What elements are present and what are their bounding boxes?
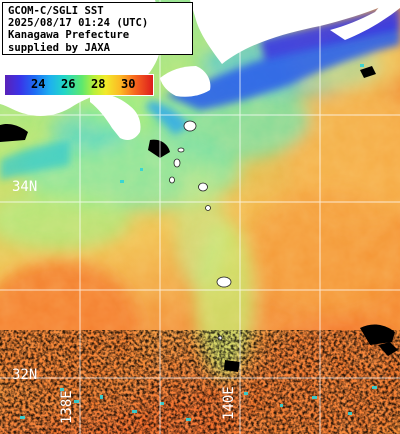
island-toshima [177,147,185,153]
island-oshima [183,120,197,132]
land-honshu-east [190,0,400,64]
lat-label-34n: 34N [12,179,38,195]
island-mikurajima [205,205,211,211]
legend-tick-24: 24 [31,77,46,91]
land-boso-peninsula [330,0,400,40]
island-hachijojima [216,276,232,288]
caption-credit: supplied by JAXA [8,41,111,54]
island-miyakejima [198,182,208,192]
speckled-cloud-south [0,330,400,434]
caption-timestamp: 2025/08/17 01:24 (UTC) [8,17,149,30]
legend-tick-30: 30 [121,77,136,91]
lat-label-32n: 32N [12,367,38,383]
image-caption: GCOM-C/SGLI SST 2025/08/17 01:24 (UTC) K… [2,2,193,55]
island-niijima [173,158,181,168]
caption-sensor: GCOM-C/SGLI SST [8,5,104,17]
caption-region: Kanagawa Prefecture [8,29,130,42]
sst-color-legend: 24 26 28 30 [4,74,154,96]
lon-label-138e: 138E [59,390,75,424]
cold-speckles [20,64,377,421]
land-izu-peninsula [90,94,141,140]
legend-tick-28: 28 [91,77,106,91]
legend-tick-26: 26 [61,77,76,91]
izu-islands [169,120,232,341]
lon-label-140e: 140E [221,386,237,420]
island-kozushima [169,176,175,184]
land-miura-peninsula [160,66,211,97]
